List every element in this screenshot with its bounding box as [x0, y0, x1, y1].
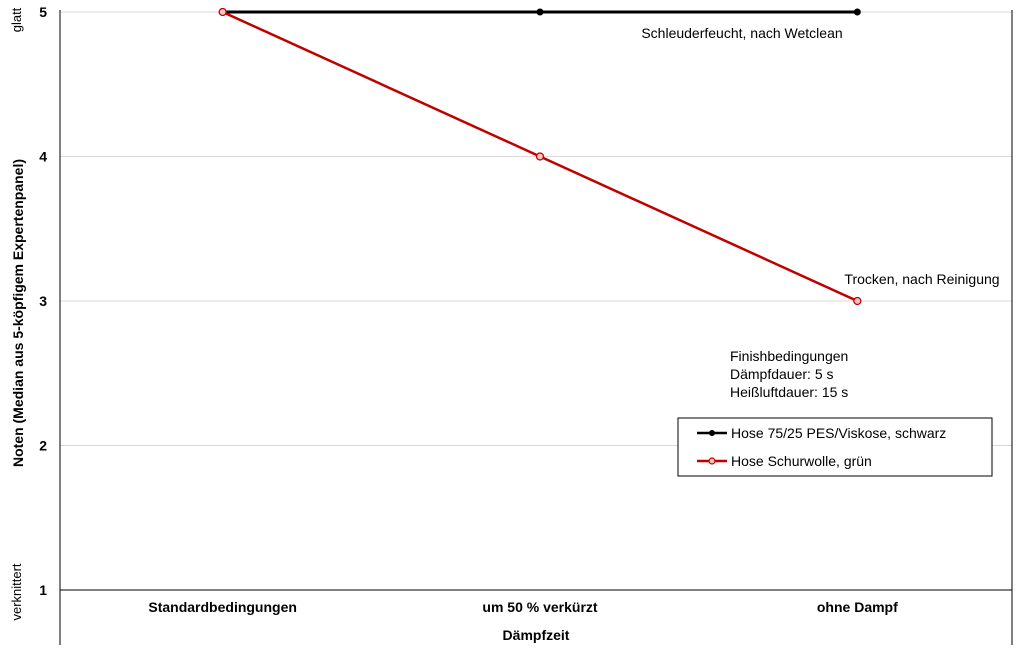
y-axis-title: Noten (Median aus 5-köpfigem Expertenpan…: [10, 159, 26, 467]
y-tick-label: 2: [39, 438, 47, 454]
y-tick-label: 1: [39, 582, 47, 598]
y-tick-label: 5: [39, 4, 47, 20]
x-tick-label: Standardbedingungen: [148, 599, 297, 615]
x-tick-label: um 50 % verkürzt: [482, 599, 597, 615]
y-top-label: glatt: [9, 7, 24, 32]
x-axis-title: Dämpfzeit: [503, 627, 570, 643]
y-bottom-label: verknittert: [9, 563, 24, 620]
x-tick-labels: Standardbedingungen um 50 % verkürzt ohne …: [148, 599, 898, 615]
x-tick-label: ohne Dampf: [817, 599, 898, 615]
legend-marker-black: [709, 430, 715, 436]
data-point: [853, 8, 861, 16]
data-point: [853, 296, 862, 306]
annotation-conditions-title: Finishbedingungen: [730, 348, 848, 364]
legend-box: [677, 417, 993, 477]
y-tick-label: 4: [39, 149, 47, 165]
legend-label-red: Hose Schurwolle, grün: [731, 453, 872, 469]
annotation-conditions-steam: Dämpfdauer: 5 s: [730, 366, 834, 382]
data-series: [218, 7, 862, 306]
legend-label-black: Hose 75/25 PES/Viskose, schwarz: [731, 425, 946, 441]
grid-lines: [60, 11, 1012, 591]
legend-marker-red: [708, 457, 716, 465]
annotation-red-end: Trocken, nach Reinigung: [844, 271, 999, 287]
annotation-black-line: Schleuderfeucht, nach Wetclean: [641, 25, 842, 41]
y-tick-label: 3: [39, 293, 47, 309]
data-point: [536, 8, 544, 16]
annotation-conditions-hotair: Heißluftdauer: 15 s: [730, 384, 848, 400]
data-point: [218, 7, 227, 17]
data-point: [535, 152, 545, 161]
legend: Hose 75/25 PES/Viskose, schwarz Hose Sch…: [677, 417, 993, 477]
y-tick-labels: 1 2 3 4 5: [39, 4, 47, 598]
